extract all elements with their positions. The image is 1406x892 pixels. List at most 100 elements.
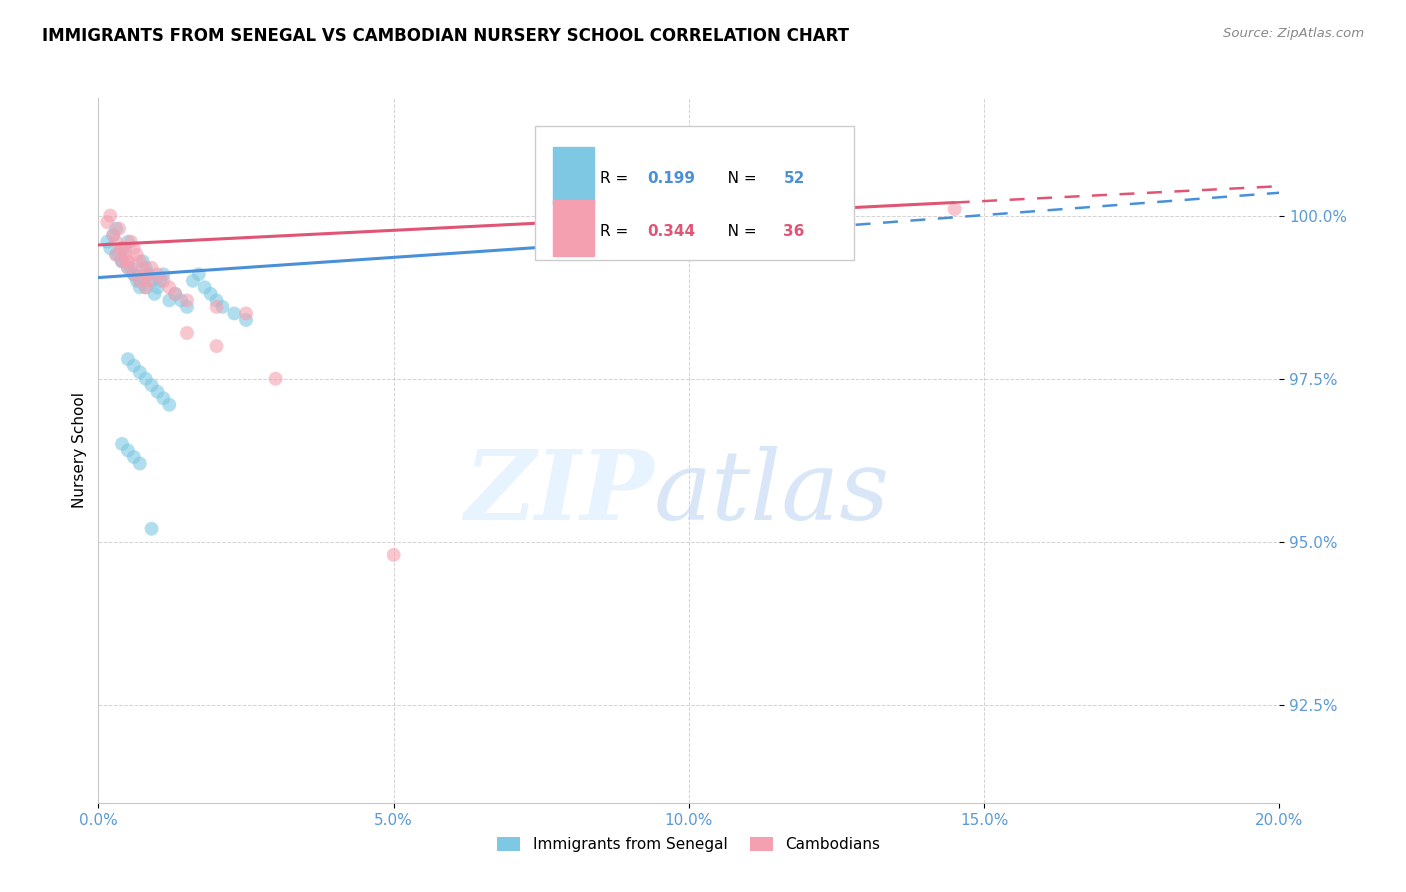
Point — [96, 215, 118, 229]
Text: 0.344: 0.344 — [648, 224, 696, 239]
Point — [117, 254, 139, 268]
Point — [125, 274, 148, 288]
Point — [114, 241, 136, 255]
Text: N =: N = — [713, 171, 761, 186]
Point — [187, 267, 209, 281]
Point — [138, 274, 160, 288]
Point — [132, 260, 155, 275]
Point — [135, 280, 157, 294]
Text: 0.199: 0.199 — [648, 171, 696, 186]
Point — [111, 241, 134, 255]
Point — [205, 300, 228, 314]
Point — [382, 548, 405, 562]
Point — [96, 235, 118, 249]
Point — [122, 241, 145, 255]
Point — [111, 437, 134, 451]
Point — [117, 254, 139, 268]
Point — [128, 274, 150, 288]
Point — [117, 443, 139, 458]
Point — [138, 267, 160, 281]
Point — [194, 280, 217, 294]
Point — [205, 339, 228, 353]
Point — [103, 228, 125, 243]
Point — [117, 260, 139, 275]
Point — [111, 254, 134, 268]
Point — [146, 384, 169, 399]
Point — [165, 286, 187, 301]
Point — [122, 359, 145, 373]
Point — [141, 522, 163, 536]
Point — [122, 267, 145, 281]
Point — [120, 235, 142, 249]
Point — [120, 260, 142, 275]
Point — [157, 293, 180, 308]
Text: R =: R = — [600, 224, 634, 239]
Point — [128, 457, 150, 471]
Point — [141, 274, 163, 288]
Point — [235, 313, 257, 327]
Point — [135, 372, 157, 386]
Point — [135, 267, 157, 281]
Point — [108, 221, 131, 235]
FancyBboxPatch shape — [536, 127, 855, 260]
Point — [105, 235, 128, 249]
Point — [122, 267, 145, 281]
Point — [170, 293, 193, 308]
Point — [943, 202, 966, 216]
Y-axis label: Nursery School: Nursery School — [72, 392, 87, 508]
Point — [157, 280, 180, 294]
Point — [125, 248, 148, 262]
Point — [128, 280, 150, 294]
Point — [205, 293, 228, 308]
Point — [108, 248, 131, 262]
Point — [98, 241, 121, 255]
Point — [105, 221, 128, 235]
Point — [117, 352, 139, 367]
Point — [224, 306, 246, 320]
FancyBboxPatch shape — [553, 147, 595, 203]
Point — [122, 267, 145, 281]
Legend: Immigrants from Senegal, Cambodians: Immigrants from Senegal, Cambodians — [491, 831, 887, 859]
Point — [141, 378, 163, 392]
Point — [152, 391, 174, 405]
Point — [111, 254, 134, 268]
Point — [146, 280, 169, 294]
Point — [152, 274, 174, 288]
FancyBboxPatch shape — [553, 200, 595, 256]
Point — [165, 286, 187, 301]
Point — [132, 254, 155, 268]
Point — [176, 326, 198, 340]
Point — [707, 228, 730, 243]
Text: Source: ZipAtlas.com: Source: ZipAtlas.com — [1223, 27, 1364, 40]
Text: 36: 36 — [783, 224, 804, 239]
Point — [141, 260, 163, 275]
Point — [122, 450, 145, 464]
Text: IMMIGRANTS FROM SENEGAL VS CAMBODIAN NURSERY SCHOOL CORRELATION CHART: IMMIGRANTS FROM SENEGAL VS CAMBODIAN NUR… — [42, 27, 849, 45]
Point — [146, 267, 169, 281]
Point — [264, 372, 287, 386]
Point — [181, 274, 204, 288]
Point — [117, 260, 139, 275]
Point — [98, 209, 121, 223]
Point — [157, 398, 180, 412]
Point — [105, 248, 128, 262]
Point — [152, 267, 174, 281]
Point — [111, 254, 134, 268]
Point — [111, 241, 134, 255]
Point — [200, 286, 222, 301]
Point — [103, 228, 125, 243]
Text: 52: 52 — [783, 171, 804, 186]
Point — [128, 274, 150, 288]
Point — [143, 286, 166, 301]
Point — [149, 274, 172, 288]
Point — [176, 300, 198, 314]
Point — [114, 248, 136, 262]
Text: atlas: atlas — [654, 446, 890, 540]
Point — [105, 248, 128, 262]
Point — [117, 235, 139, 249]
Point — [135, 280, 157, 294]
Point — [135, 260, 157, 275]
Text: N =: N = — [713, 224, 761, 239]
Point — [176, 293, 198, 308]
Point — [128, 365, 150, 379]
